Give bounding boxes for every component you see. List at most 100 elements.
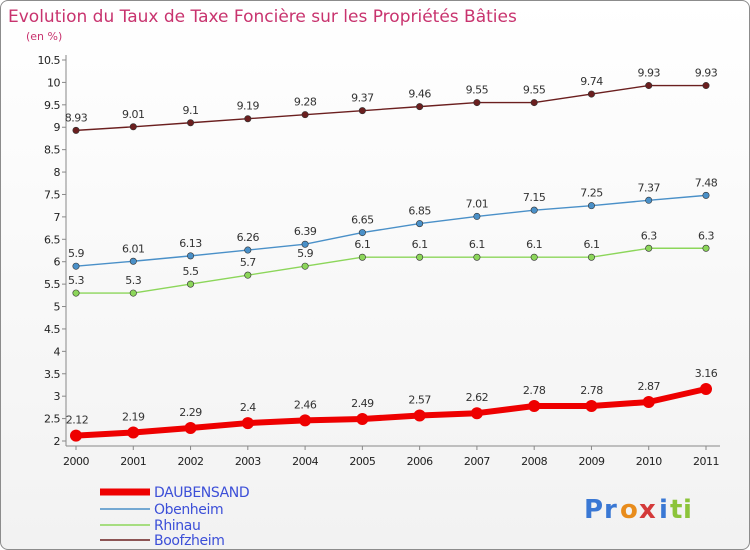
y-tick-label: 8 xyxy=(54,166,61,179)
data-label: 9.46 xyxy=(408,88,431,101)
series-boofzheim: 8.93 9.01 9.1 9.19 9.28 9.37 9.46 9.55 9.55 9.74 9… xyxy=(65,67,718,134)
y-tick-label: 5.5 xyxy=(44,278,60,291)
data-point xyxy=(358,229,366,237)
data-point xyxy=(473,99,481,107)
series-layer: 8.93 9.01 9.1 9.19 9.28 9.37 9.46 9.55 9.55 9.74 9… xyxy=(65,67,718,442)
data-label: 6.1 xyxy=(583,238,599,251)
data-point xyxy=(416,220,424,228)
x-tick-label: 2008 xyxy=(521,455,547,468)
data-label: 9.74 xyxy=(580,75,603,88)
data-point xyxy=(645,196,653,204)
data-label: 9.93 xyxy=(695,67,718,80)
data-label: 2.78 xyxy=(523,384,546,397)
data-label: 9.93 xyxy=(637,67,660,80)
logo-letter: P xyxy=(584,495,603,525)
data-point xyxy=(700,383,712,396)
x-tick-label: 2005 xyxy=(349,455,375,468)
data-label: 5.3 xyxy=(68,274,84,287)
data-point xyxy=(244,271,252,279)
data-label: 6.1 xyxy=(469,238,485,251)
logo-letter: o xyxy=(620,495,638,525)
data-point xyxy=(587,90,595,98)
data-point xyxy=(470,407,483,420)
y-tick-label: 9 xyxy=(54,121,61,134)
chart-title: Evolution du Taux de Taxe Foncière sur l… xyxy=(8,7,517,27)
data-label: 5.9 xyxy=(297,247,313,260)
y-tick-label: 10 xyxy=(47,76,60,89)
data-label: 2.62 xyxy=(466,391,489,404)
data-point xyxy=(416,103,424,111)
y-tick-label: 10.5 xyxy=(38,54,61,67)
x-tick-label: 2000 xyxy=(63,455,89,468)
data-point xyxy=(129,123,137,131)
data-label: 6.1 xyxy=(354,238,370,251)
data-label: 6.13 xyxy=(179,237,202,250)
data-label: 2.57 xyxy=(408,393,431,406)
data-point xyxy=(241,417,254,430)
data-label: 2.46 xyxy=(294,398,317,411)
data-point xyxy=(301,240,309,248)
legend-label: Boofzheim xyxy=(154,533,224,549)
data-point xyxy=(301,111,309,119)
data-point xyxy=(187,280,195,288)
y-tick-label: 7 xyxy=(54,211,61,224)
x-tick-label: 2004 xyxy=(292,455,318,468)
y-tick-label: 3 xyxy=(54,390,61,403)
data-label: 9.19 xyxy=(237,100,260,113)
data-label: 5.3 xyxy=(125,274,141,287)
y-tick-label: 3.5 xyxy=(44,368,60,381)
data-point xyxy=(244,246,252,254)
data-label: 6.3 xyxy=(641,229,657,242)
data-label: 5.5 xyxy=(183,265,199,278)
logo-letter: i xyxy=(659,495,668,525)
data-point xyxy=(129,257,137,265)
logo-letter: x xyxy=(639,495,656,525)
data-point xyxy=(184,422,197,435)
data-label: 5.7 xyxy=(240,256,256,269)
data-point xyxy=(301,262,309,270)
data-label: 2.87 xyxy=(637,380,660,393)
x-tick-label: 2002 xyxy=(178,455,204,468)
data-label: 9.1 xyxy=(183,104,199,117)
x-tick-label: 2011 xyxy=(693,455,719,468)
data-point xyxy=(530,206,538,214)
data-label: 7.01 xyxy=(466,197,489,210)
data-label: 9.55 xyxy=(523,84,546,97)
series-obenheim: 5.9 6.01 6.13 6.26 6.39 6.65 6.85 7.01 7.15 7.25 7… xyxy=(68,176,718,270)
y-tick-label: 9.5 xyxy=(44,99,60,112)
data-point xyxy=(528,400,541,413)
data-point xyxy=(129,289,137,297)
data-point xyxy=(530,99,538,107)
data-label: 2.19 xyxy=(122,410,145,423)
data-label: 6.01 xyxy=(122,242,145,255)
data-label: 6.26 xyxy=(237,231,260,244)
y-tick-label: 6 xyxy=(54,256,61,269)
data-point xyxy=(299,414,312,427)
data-label: 9.37 xyxy=(351,92,374,105)
data-point xyxy=(70,429,82,442)
series-daubensand: 2.12 2.19 2.29 2.4 2.46 2.49 2.57 2.62 2.78 2.78 2… xyxy=(66,367,718,442)
series-line xyxy=(75,194,707,267)
data-point xyxy=(244,115,252,123)
chart-subtitle: (en %) xyxy=(26,30,62,43)
x-tick-label: 2009 xyxy=(578,455,604,468)
x-tick-label: 2010 xyxy=(636,455,662,468)
data-point xyxy=(587,202,595,210)
logo-letter: r xyxy=(604,495,617,525)
data-label: 9.55 xyxy=(466,84,489,97)
data-label: 6.65 xyxy=(351,214,374,227)
data-label: 2.49 xyxy=(351,397,374,410)
data-point xyxy=(358,107,366,115)
legend-label: Rhinau xyxy=(154,518,200,534)
y-tick-label: 4.5 xyxy=(44,323,60,336)
data-label: 7.48 xyxy=(695,176,718,189)
data-point xyxy=(72,262,80,270)
data-label: 7.15 xyxy=(523,191,546,204)
data-point xyxy=(645,244,653,252)
data-point xyxy=(530,253,538,261)
y-tick-label: 8.5 xyxy=(44,144,60,157)
x-tick-label: 2007 xyxy=(464,455,490,468)
